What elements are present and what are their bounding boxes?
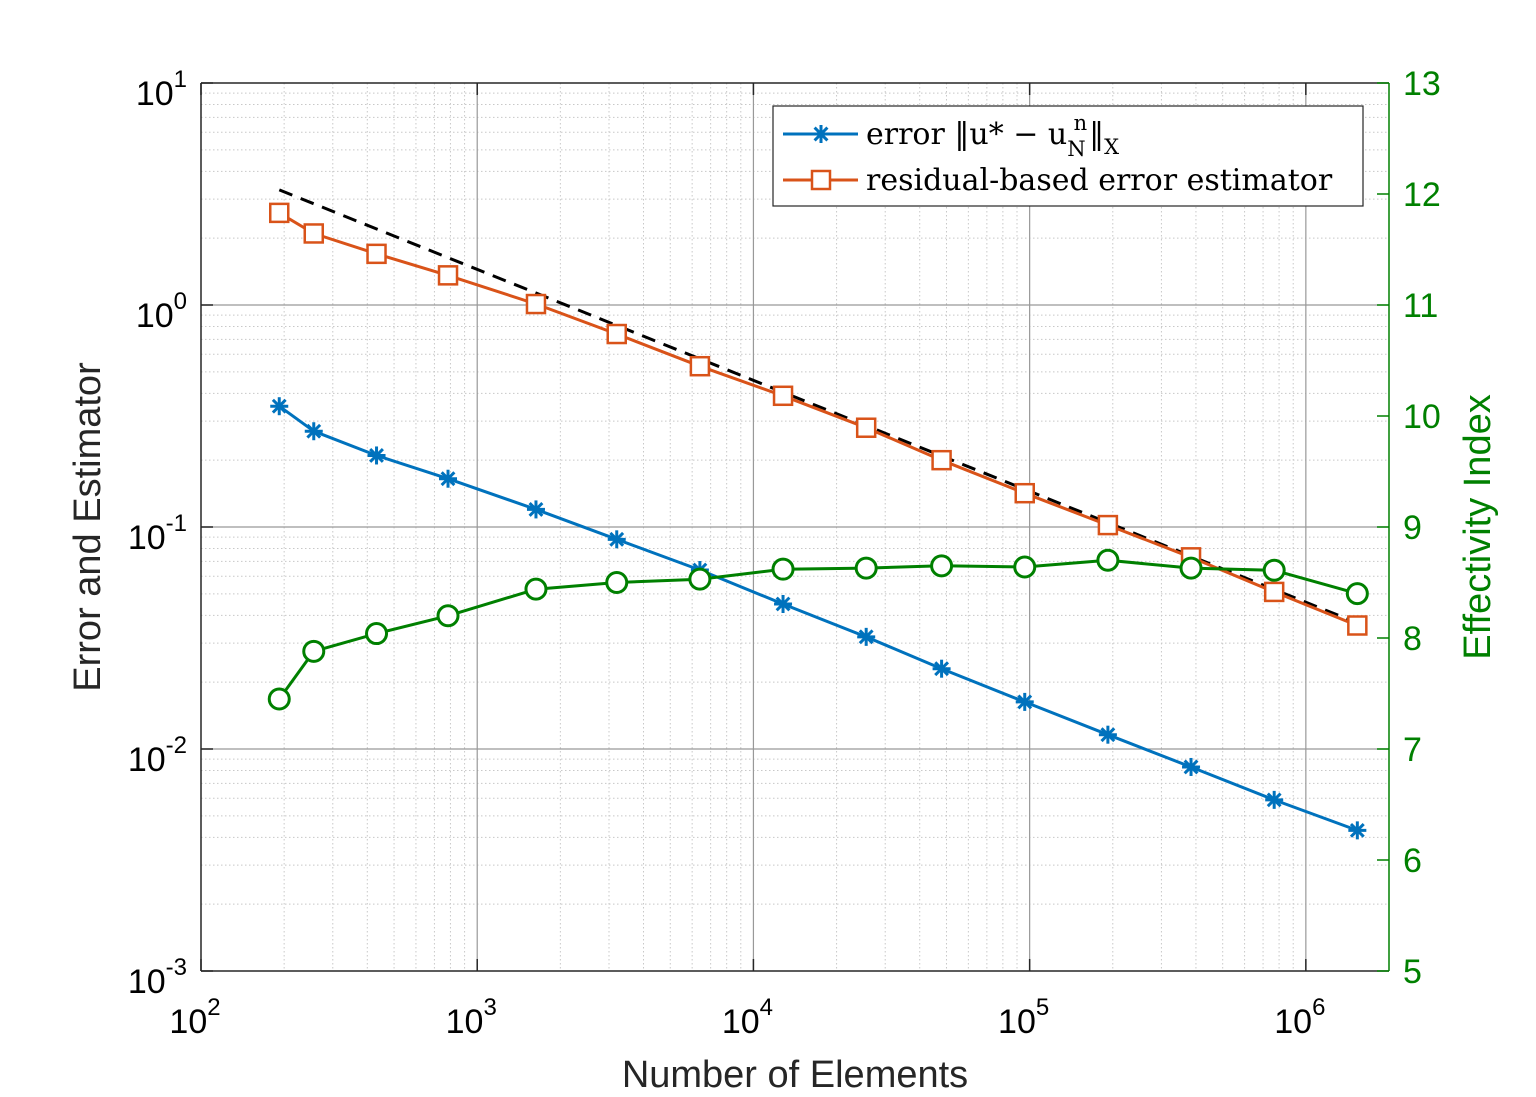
effectivity-point	[267, 687, 291, 711]
y-tick-label: 100	[136, 288, 187, 335]
y2-tick-label: 11	[1403, 287, 1438, 325]
y2-tick-label: 10	[1403, 398, 1441, 436]
estimator-point	[525, 293, 547, 315]
x-axis-label: Number of Elements	[622, 1054, 968, 1096]
estimator-point	[437, 265, 459, 286]
effectivity-point	[771, 557, 795, 581]
x-tick-label: 104	[722, 994, 773, 1041]
effectivity-point	[365, 622, 389, 646]
estimator-point	[366, 243, 387, 265]
error-point	[1182, 757, 1201, 776]
legend-error-marker	[812, 125, 830, 143]
estimator-point	[303, 223, 325, 244]
estimator-point	[689, 355, 711, 377]
y2-tick-label: 7	[1403, 731, 1422, 769]
estimator-point	[1347, 615, 1368, 636]
effectivity-point	[1013, 555, 1037, 579]
effectivity-point	[1179, 556, 1203, 580]
effectivity-point	[524, 577, 548, 601]
error-point	[1098, 725, 1117, 744]
y-tick-label: 10-3	[128, 954, 187, 1001]
error-point	[1015, 692, 1034, 711]
series-error	[270, 397, 1367, 840]
estimator-point	[855, 417, 877, 438]
y2-tick-label: 6	[1403, 842, 1422, 880]
error-point	[932, 659, 951, 678]
x-tick-label: 105	[998, 994, 1049, 1041]
estimator-point	[931, 449, 952, 471]
x-tick-label: 106	[1274, 994, 1325, 1041]
estimator-point	[1014, 482, 1035, 504]
error-point	[439, 469, 458, 488]
y2-tick-label: 13	[1403, 65, 1441, 103]
effectivity-point	[1262, 558, 1286, 582]
error-point	[607, 530, 626, 549]
legend-box	[772, 105, 1364, 207]
effectivity-point	[436, 604, 460, 628]
error-point	[857, 627, 876, 646]
y-axis-label: Error and Estimator	[67, 362, 109, 692]
series-effectivity	[267, 548, 1369, 711]
error-point	[1348, 821, 1367, 840]
effectivity-point	[605, 571, 629, 594]
error-point	[304, 422, 323, 441]
x-tick-labels: 102 103 104 105 106	[169, 994, 1325, 1041]
x-tick-label: 103	[446, 994, 497, 1041]
error-point	[270, 397, 289, 416]
y2-tick-label: 9	[1403, 509, 1422, 547]
estimator-point	[772, 385, 794, 407]
effectivity-point	[688, 567, 712, 591]
y-tick-label: 101	[136, 66, 187, 113]
y-tick-labels: 10-3 10-2 10-1 100 101	[128, 66, 187, 1001]
error-point	[526, 500, 545, 519]
effectivity-point	[302, 639, 326, 663]
error-point	[774, 594, 793, 613]
legend: error ‖u* − uNn‖X residual-based error e…	[772, 105, 1364, 207]
effectivity-point	[854, 556, 878, 580]
error-point	[1265, 790, 1284, 809]
effectivity-point	[930, 554, 954, 578]
x-tick-label: 102	[169, 994, 220, 1041]
axes-box	[200, 82, 1390, 972]
y-tick-label: 10-2	[128, 732, 187, 779]
grid	[201, 83, 1389, 971]
legend-estimator-label: residual-based error estimator	[866, 163, 1333, 198]
effectivity-point	[1345, 582, 1369, 606]
y2-tick-label: 12	[1403, 176, 1441, 214]
estimator-point	[1263, 581, 1285, 603]
estimator-point	[606, 323, 627, 345]
effectivity-point	[1096, 548, 1120, 572]
y2-tick-label: 8	[1403, 620, 1422, 658]
estimator-point	[269, 202, 290, 224]
legend-error-label: error ‖u* − uNn‖X	[866, 111, 1119, 161]
y2-axis-label: Effectivity Index	[1457, 394, 1499, 659]
legend-estimator-marker	[810, 169, 832, 191]
y-tick-label: 10-1	[128, 510, 187, 557]
y2-tick-labels: 5 6 7 8 9 10 11 12 13	[1403, 65, 1441, 991]
estimator-point	[1097, 514, 1119, 536]
error-point	[367, 446, 386, 465]
y2-tick-label: 5	[1403, 953, 1422, 991]
